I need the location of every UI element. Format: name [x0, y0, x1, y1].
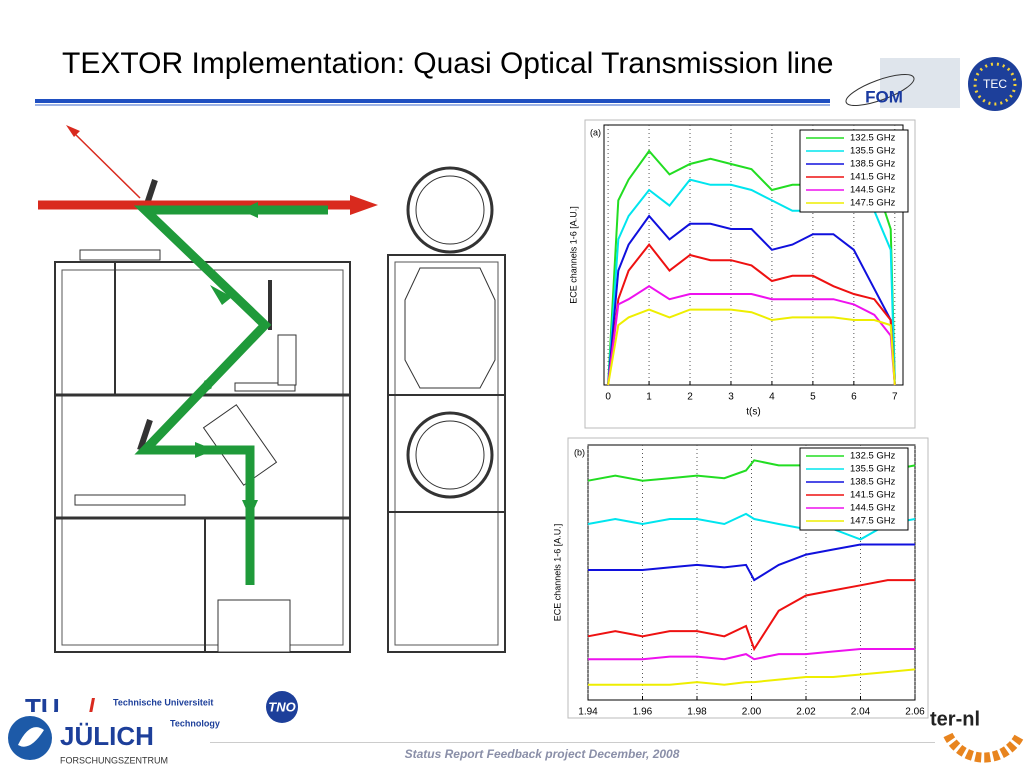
data-line — [588, 668, 916, 686]
panel-label: (b) — [574, 447, 585, 457]
x-tick-label: 3 — [728, 392, 734, 403]
tec-logo: TEC — [968, 57, 1022, 111]
legend-box — [799, 129, 909, 213]
data-line — [587, 512, 916, 541]
iter-text: ter-nl — [930, 708, 980, 730]
tue-name: Technische Universiteit — [113, 697, 213, 707]
y-axis-label: ECE channels 1-6 [A.U.] — [552, 524, 562, 622]
legend-label: 141.5 GHz — [850, 490, 896, 501]
legend-label: 135.5 GHz — [850, 146, 896, 157]
title-rule — [35, 104, 830, 106]
x-tick-label: 1.96 — [633, 707, 653, 718]
fom-logo: FOM — [845, 58, 960, 108]
x-tick-label: 1.98 — [687, 707, 707, 718]
legend-label: 132.5 GHz — [850, 133, 896, 144]
y-axis-label: ECE channels 1-6 [A.U.] — [568, 206, 578, 304]
x-tick-label: 2.04 — [851, 707, 871, 718]
legend-label: 144.5 GHz — [850, 185, 896, 196]
data-line — [607, 242, 896, 386]
legend-label: 141.5 GHz — [850, 172, 896, 183]
legend-label: 147.5 GHz — [850, 198, 896, 209]
footer-note: Status Report Feedback project December,… — [405, 747, 680, 761]
legend-label: 138.5 GHz — [850, 477, 896, 488]
data-line — [607, 308, 896, 386]
juelich-sub: FORSCHUNGSZENTRUM — [60, 755, 168, 765]
x-tick-label: 2.02 — [796, 707, 816, 718]
data-line — [607, 214, 896, 386]
juelich-name: JÜLICH — [60, 721, 154, 751]
data-line — [588, 543, 915, 582]
x-tick-label: 2.06 — [905, 707, 925, 718]
x-tick-label: 2.00 — [742, 707, 762, 718]
x-tick-label: 6 — [851, 392, 857, 403]
x-tick-label: 1.94 — [578, 707, 598, 718]
iter-logo: ter-nl — [930, 708, 1024, 763]
legend-label: 144.5 GHz — [850, 503, 896, 514]
tue-sub: Technology — [170, 718, 220, 728]
x-tick-label: 7 — [892, 392, 898, 403]
footer-rule — [210, 742, 935, 743]
svg-text:/: / — [88, 693, 95, 723]
legend-label: 147.5 GHz — [850, 516, 896, 527]
fom-text: FOM — [865, 87, 903, 106]
legend-box — [799, 447, 909, 531]
legend-label: 132.5 GHz — [850, 451, 896, 462]
legend-label: 135.5 GHz — [850, 464, 896, 475]
panel-label: (a) — [590, 127, 601, 137]
data-line — [588, 648, 915, 661]
tno-text: TNO — [268, 699, 295, 714]
slide-title: TEXTOR Implementation: Quasi Optical Tra… — [62, 47, 833, 80]
x-tick-label: 0 — [605, 392, 611, 403]
x-tick-label: 5 — [810, 392, 816, 403]
tno-logo: TNO — [266, 691, 298, 723]
title-rule — [35, 99, 830, 103]
legend-label: 138.5 GHz — [850, 159, 896, 170]
data-line — [607, 285, 896, 386]
tec-text: TEC — [983, 77, 1007, 91]
x-tick-label: 2 — [687, 392, 693, 403]
data-line — [587, 579, 915, 652]
x-axis-label: t(s) — [746, 407, 760, 418]
x-tick-label: 1 — [646, 392, 652, 403]
apparatus-drawing — [38, 125, 506, 653]
x-tick-label: 4 — [769, 392, 775, 403]
juelich-logo: JÜLICH FORSCHUNGSZENTRUM — [0, 712, 170, 768]
